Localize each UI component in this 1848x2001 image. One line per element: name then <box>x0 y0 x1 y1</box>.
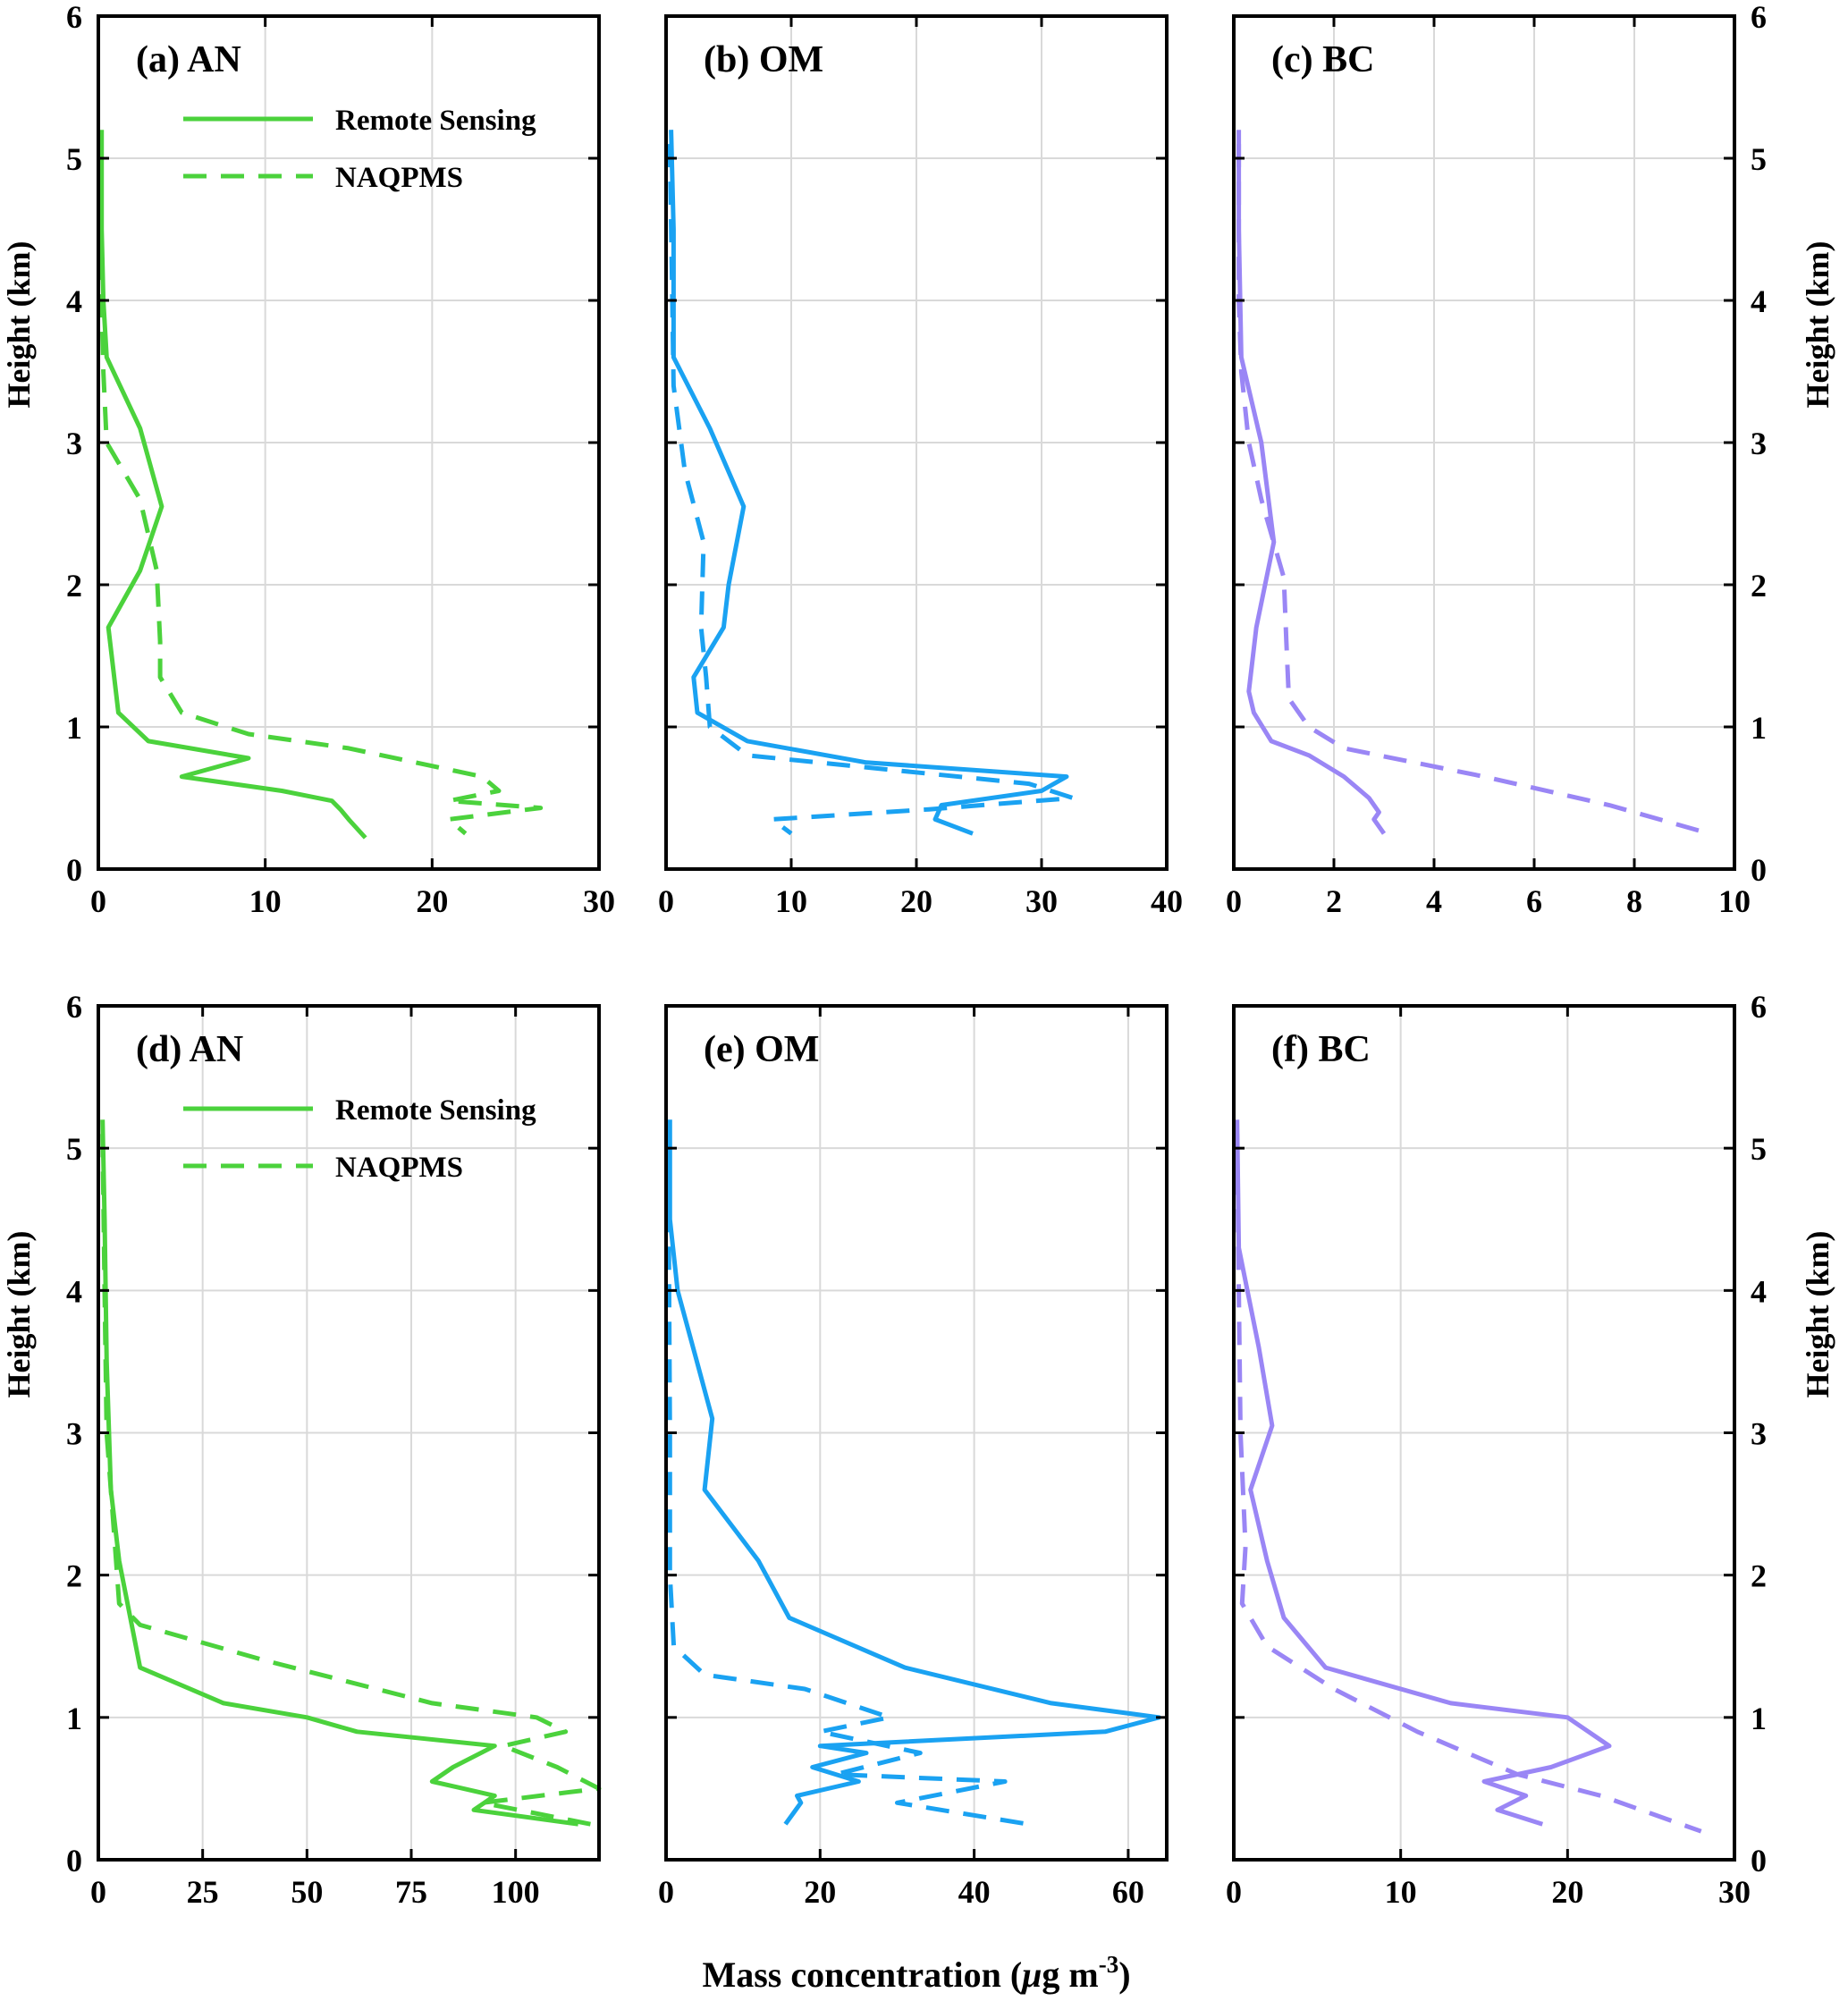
x-tick-label-c-5: 10 <box>1718 883 1751 919</box>
y-tick-label-d-0: 0 <box>66 1843 82 1879</box>
panel-a: 0 10 20 30 0 1 2 3 4 5 6 (a) AN Remote Sensing NAQPMS <box>66 0 615 919</box>
panel-title-b: (b) OM <box>704 39 823 80</box>
y-tick-label-f-6: 6 <box>1751 989 1767 1025</box>
x-tick-label-e-2: 40 <box>958 1874 991 1910</box>
panel-e: 0 20 40 60 (e) OM <box>658 1004 1169 1910</box>
series-d-remote-sensing <box>100 1119 579 1827</box>
y-tick-label-a-6: 6 <box>66 0 82 35</box>
y-tick-label-c-2: 2 <box>1751 568 1767 604</box>
y-tick-label-f-1: 1 <box>1751 1701 1767 1736</box>
x-tick-label-f-0: 0 <box>1226 1874 1242 1910</box>
y-tick-label-c-4: 4 <box>1751 283 1767 319</box>
panel-title-d: (d) AN <box>136 1029 243 1070</box>
x-tick-label-c-3: 6 <box>1526 883 1542 919</box>
y-tick-label-c-0: 0 <box>1751 852 1767 888</box>
x-tick-label-d-0: 0 <box>90 1874 106 1910</box>
y-tick-label-f-2: 2 <box>1751 1558 1767 1594</box>
y-tick-label-d-1: 1 <box>66 1701 82 1736</box>
x-tick-label-b-1: 10 <box>775 883 807 919</box>
x-tick-label-b-4: 40 <box>1151 883 1183 919</box>
x-tick-label-e-0: 0 <box>658 1874 674 1910</box>
series-f-remote-sensing <box>1235 1119 1612 1827</box>
y-tick-label-a-3: 3 <box>66 426 82 461</box>
panel-d: 0 25 50 75 100 0 1 2 3 4 5 6 (d) AN Remote Sensing NAQ… <box>66 989 602 1910</box>
series-f-naqpms <box>1235 1134 1702 1834</box>
y-tick-label-f-4: 4 <box>1751 1273 1767 1309</box>
y-tick-label-a-0: 0 <box>66 852 82 888</box>
y-tick-label-d-3: 3 <box>66 1416 82 1452</box>
y-tick-label-d-4: 4 <box>66 1273 82 1309</box>
legend-label-a-naqpms: NAQPMS <box>335 162 463 194</box>
x-tick-label-a-0: 0 <box>90 883 106 919</box>
x-tick-label-c-1: 2 <box>1326 883 1342 919</box>
x-tick-label-c-0: 0 <box>1226 883 1242 919</box>
legend-label-d-naqpms: NAQPMS <box>335 1152 463 1184</box>
y-tick-label-f-3: 3 <box>1751 1416 1767 1452</box>
y-tick-label-d-6: 6 <box>66 989 82 1025</box>
y-tick-label-a-5: 5 <box>66 141 82 177</box>
series-b-remote-sensing <box>669 130 1069 836</box>
x-tick-label-a-3: 30 <box>583 883 615 919</box>
panel-b: 0 10 20 30 40 (b) OM <box>658 14 1183 919</box>
y-tick-label-a-2: 2 <box>66 568 82 604</box>
x-tick-label-e-1: 20 <box>804 1874 836 1910</box>
x-tick-label-e-3: 60 <box>1112 1874 1144 1910</box>
x-tick-label-a-2: 20 <box>416 883 448 919</box>
series-c-naqpms <box>1236 144 1710 836</box>
panel-title-c: (c) BC <box>1271 39 1374 80</box>
panel-title-a: (a) AN <box>136 39 241 80</box>
right-ylabel-top: Height (km) <box>1800 241 1835 409</box>
x-tick-label-c-2: 4 <box>1426 883 1442 919</box>
x-tick-label-d-4: 100 <box>492 1874 540 1910</box>
x-axis-label: Mass concentration (μg m-3) <box>702 1951 1130 1995</box>
x-tick-label-d-3: 75 <box>395 1874 427 1910</box>
x-tick-label-c-4: 8 <box>1626 883 1642 919</box>
x-tick-label-d-2: 50 <box>291 1874 323 1910</box>
legend-label-a-remote-sensing: Remote Sensing <box>335 105 536 137</box>
x-tick-label-b-2: 20 <box>900 883 932 919</box>
x-tick-label-f-1: 10 <box>1385 1874 1417 1910</box>
x-tick-label-f-3: 30 <box>1718 1874 1751 1910</box>
x-tick-label-a-1: 10 <box>249 883 282 919</box>
series-e-remote-sensing <box>667 1119 1161 1826</box>
y-tick-label-f-5: 5 <box>1751 1131 1767 1167</box>
left-ylabel-bottom: Height (km) <box>1 1231 37 1398</box>
x-tick-label-b-0: 0 <box>658 883 674 919</box>
x-tick-label-b-3: 30 <box>1025 883 1058 919</box>
series-e-naqpms <box>666 1134 1029 1827</box>
y-tick-label-c-3: 3 <box>1751 426 1767 461</box>
panel-title-e: (e) OM <box>704 1029 819 1070</box>
x-tick-label-f-2: 20 <box>1551 1874 1583 1910</box>
y-tick-label-a-1: 1 <box>66 710 82 746</box>
panel-title-f: (f) BC <box>1271 1029 1371 1070</box>
series-c-remote-sensing <box>1236 130 1387 835</box>
y-tick-label-d-2: 2 <box>66 1558 82 1594</box>
legend-label-d-remote-sensing: Remote Sensing <box>335 1094 536 1127</box>
y-tick-label-a-4: 4 <box>66 283 82 319</box>
series-d-naqpms <box>100 1134 602 1827</box>
series-a-remote-sensing <box>99 130 367 840</box>
right-ylabel-bottom: Height (km) <box>1800 1231 1835 1398</box>
y-tick-label-d-5: 5 <box>66 1131 82 1167</box>
x-tick-label-d-1: 25 <box>187 1874 219 1910</box>
series-a-naqpms <box>97 144 544 836</box>
left-ylabel-top: Height (km) <box>1 241 37 409</box>
y-tick-label-c-5: 5 <box>1751 141 1767 177</box>
y-tick-label-c-6: 6 <box>1751 0 1767 35</box>
y-tick-label-f-0: 0 <box>1751 1843 1767 1879</box>
y-tick-label-c-1: 1 <box>1751 710 1767 746</box>
